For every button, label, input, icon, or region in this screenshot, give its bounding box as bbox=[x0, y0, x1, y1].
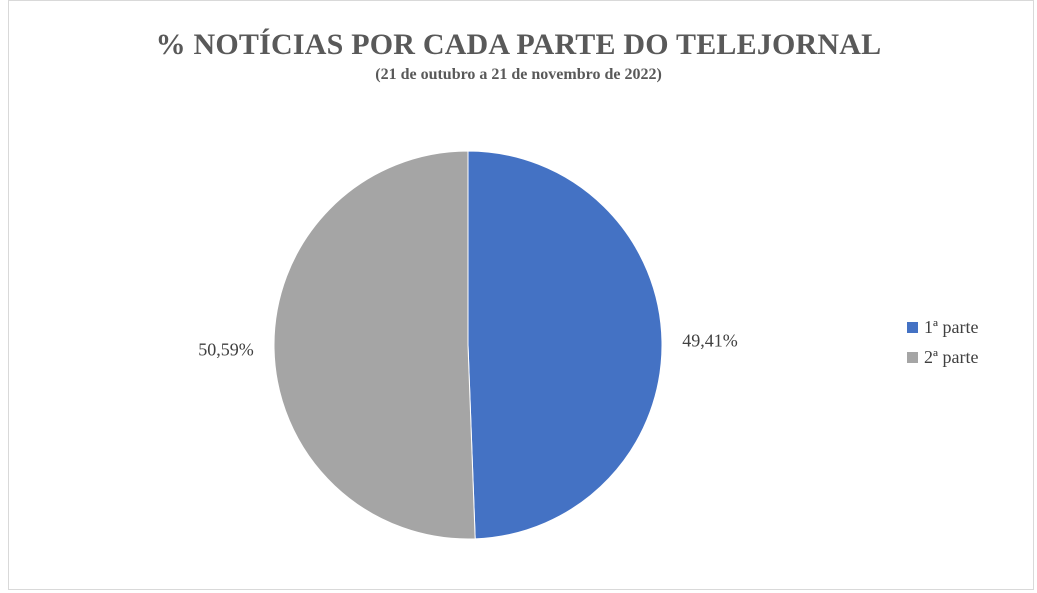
chart-title: % NOTÍCIAS POR CADA PARTE DO TELEJORNAL bbox=[155, 28, 882, 61]
data-label-2: 50,59% bbox=[198, 339, 254, 359]
legend-swatch-2 bbox=[907, 351, 918, 363]
legend-item-1: 1ª parte bbox=[907, 312, 978, 342]
pie-slice-1 bbox=[467, 150, 663, 540]
legend: 1ª parte 2ª parte bbox=[907, 312, 978, 372]
chart-subtitle: (21 de outubro a 21 de novembro de 2022) bbox=[375, 66, 662, 83]
pie-slice-2 bbox=[273, 150, 476, 540]
legend-label-2: 2ª parte bbox=[924, 346, 979, 367]
legend-swatch-1 bbox=[907, 321, 918, 333]
legend-label-1: 1ª parte bbox=[924, 316, 979, 337]
legend-item-2: 2ª parte bbox=[907, 342, 978, 372]
data-label-1: 49,41% bbox=[682, 331, 738, 351]
